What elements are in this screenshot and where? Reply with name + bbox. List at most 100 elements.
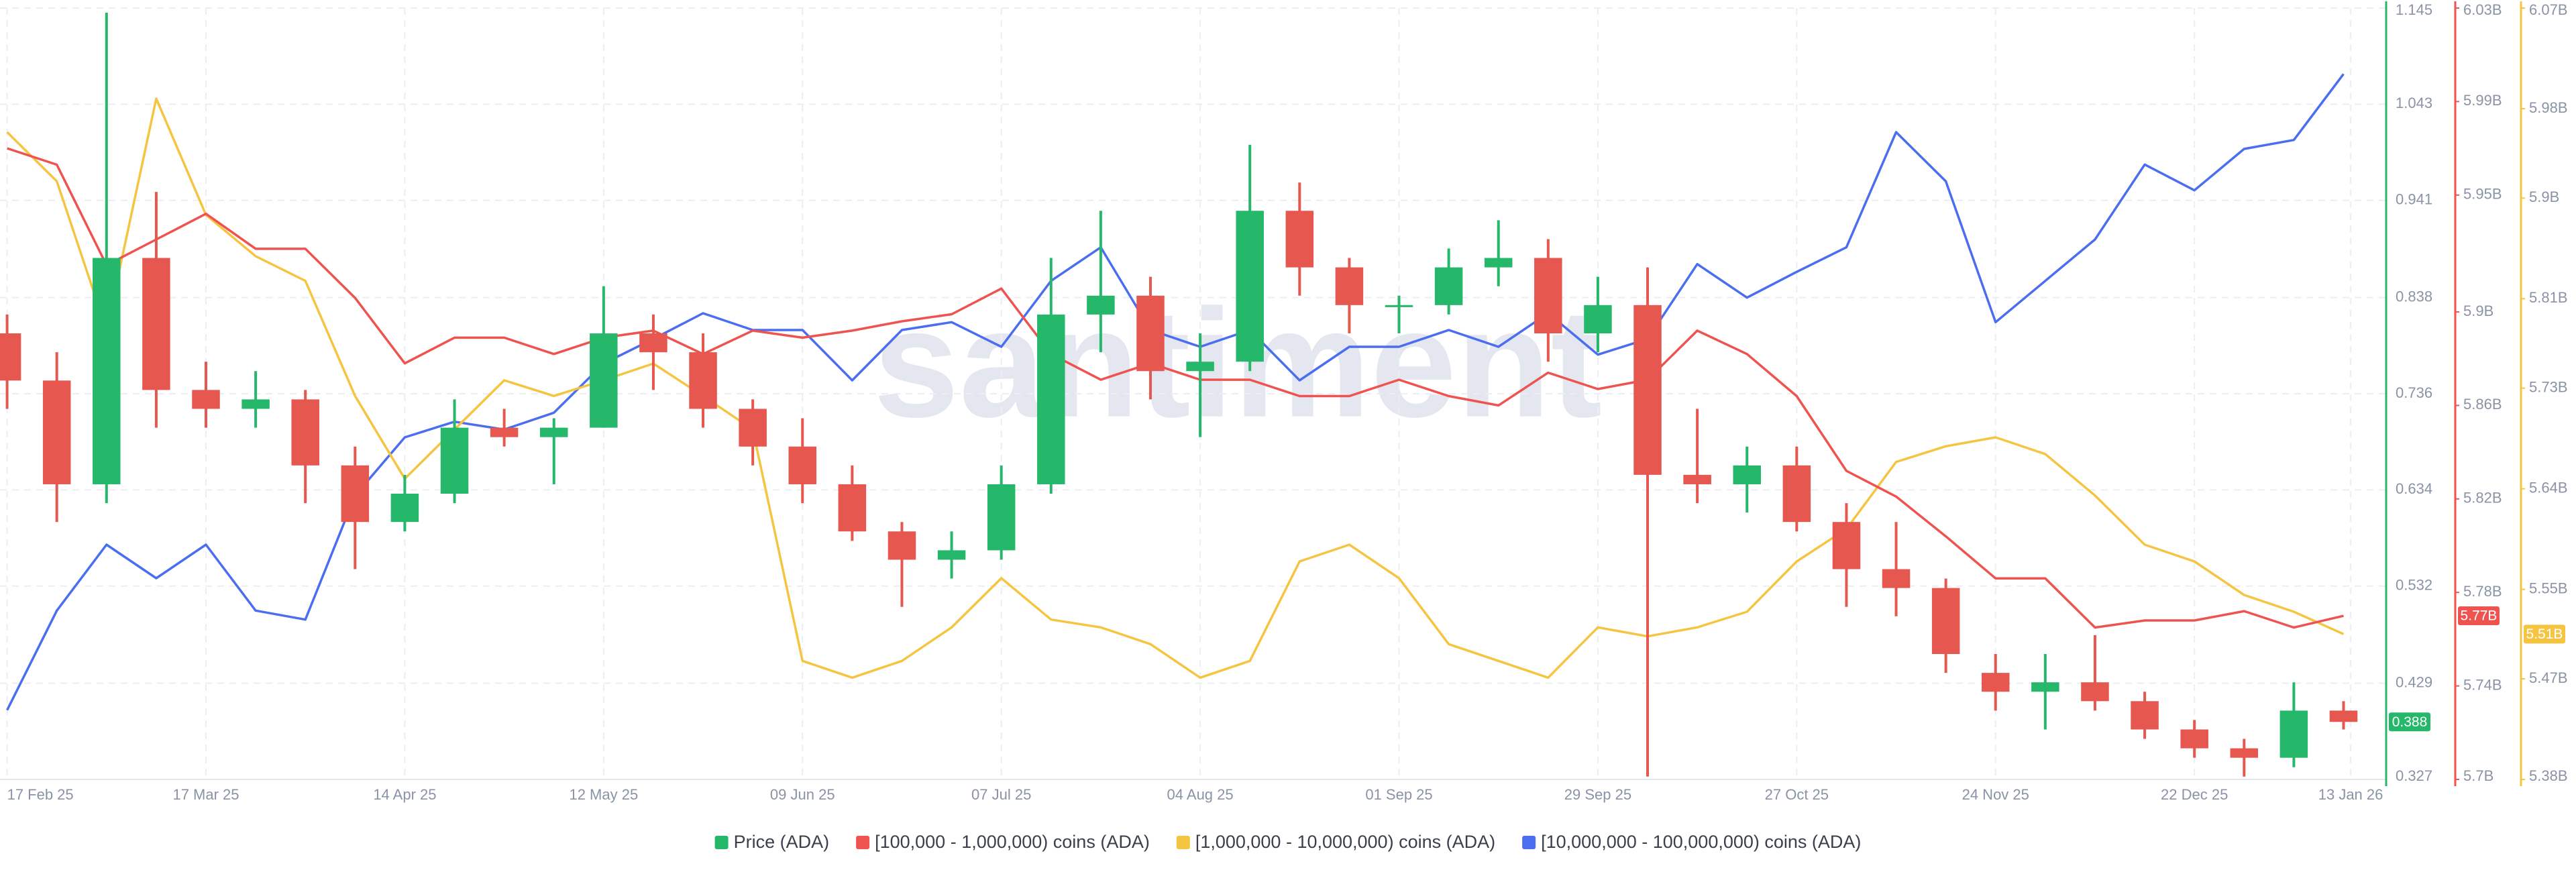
x-tick-label: 17 Mar 25 — [172, 786, 239, 803]
y-tick-label: 5.73B — [2529, 378, 2568, 395]
legend-swatch — [1176, 836, 1190, 849]
candle-body — [1683, 474, 1711, 484]
y-tick-label: 5.7B — [2463, 767, 2493, 784]
value-badge: 5.51B — [2524, 624, 2565, 644]
y-tick-label: 0.429 — [2396, 673, 2432, 690]
candle-body — [1484, 258, 1513, 268]
candle-body — [490, 427, 519, 437]
x-tick-label: 09 Jun 25 — [770, 786, 835, 803]
series-line — [7, 147, 2344, 629]
candle-body — [1931, 588, 1960, 655]
candle-body — [689, 352, 717, 409]
x-tick-label: 12 May 25 — [569, 786, 638, 803]
candle-body — [1335, 267, 1364, 305]
candle-body — [2081, 682, 2109, 702]
x-tick-label: 17 Feb 25 — [7, 786, 74, 803]
y-tick-label: 6.03B — [2463, 1, 2502, 18]
legend-swatch — [1522, 836, 1536, 849]
x-tick-label: 04 Aug 25 — [1167, 786, 1234, 803]
candle-body — [1633, 305, 1662, 475]
y-tick-label: 5.95B — [2463, 186, 2502, 203]
x-tick-label: 22 Dec 25 — [2161, 786, 2228, 803]
badge-label: 5.77B — [2461, 608, 2498, 624]
legend-item: Price (ADA) — [714, 832, 830, 852]
candle-body — [1882, 569, 1911, 588]
candle-body — [2329, 710, 2358, 722]
y-tick-label: 5.98B — [2529, 99, 2568, 116]
y-tick-label: 0.327 — [2396, 767, 2432, 784]
candle-body — [2230, 748, 2259, 758]
y-tick-label: 0.634 — [2396, 480, 2432, 497]
y-tick-label: 0.838 — [2396, 288, 2432, 305]
candle-body — [390, 494, 419, 523]
legend-label: [100,000 - 1,000,000) coins (ADA) — [875, 832, 1150, 852]
candle-body — [2131, 701, 2159, 730]
legend-swatch — [856, 836, 870, 849]
y-tick-label: 5.74B — [2463, 676, 2502, 693]
series-line — [6, 97, 2345, 679]
candle-body — [539, 427, 568, 437]
candle-body — [788, 446, 817, 484]
y-tick-label: 5.47B — [2529, 669, 2568, 686]
candle-body — [241, 399, 270, 409]
y-tick-label: 5.55B — [2529, 580, 2568, 596]
y-tick-label: 5.99B — [2463, 92, 2502, 109]
candle-body — [440, 427, 469, 494]
candle-body — [1385, 305, 1413, 307]
x-tick-label: 07 Jul 25 — [971, 786, 1031, 803]
y-tick-label: 5.78B — [2463, 583, 2502, 600]
candle-body — [2279, 710, 2308, 758]
candle-body — [1434, 267, 1463, 305]
candle-body — [1236, 211, 1264, 362]
candle-body — [142, 258, 170, 390]
candle-body — [291, 399, 319, 466]
y-tick-label: 5.9B — [2463, 303, 2493, 319]
candle-body — [937, 550, 966, 560]
y-tick-label: 6.07B — [2529, 1, 2568, 18]
candle-body — [1534, 258, 1562, 334]
candle-body — [1733, 465, 1761, 484]
y-tick-label: 1.043 — [2396, 95, 2432, 111]
candle-body — [0, 333, 21, 381]
candle-body — [192, 390, 220, 409]
legend-item: [10,000,000 - 100,000,000) coins (ADA) — [1522, 832, 1861, 852]
candle-body — [1136, 295, 1165, 372]
legend-swatch — [714, 836, 729, 849]
value-badge: 0.388 — [2389, 712, 2430, 732]
y-tick-label: 1.145 — [2396, 1, 2432, 18]
x-tick-label: 29 Sep 25 — [1564, 786, 1631, 803]
candle-body — [1832, 522, 1861, 569]
badge-box — [2458, 606, 2500, 626]
series-line — [6, 73, 2345, 711]
candle-body — [590, 333, 618, 428]
candle-body — [1285, 211, 1314, 268]
x-tick-label: 13 Jan 26 — [2318, 786, 2383, 803]
candle-body — [2180, 729, 2208, 749]
legend-label: Price (ADA) — [734, 832, 830, 852]
candle-body — [1037, 314, 1065, 484]
y-tick-label: 5.81B — [2529, 289, 2568, 306]
y-tick-label: 5.82B — [2463, 490, 2502, 506]
candle-body — [93, 258, 121, 484]
candle-body — [1087, 295, 1115, 315]
candle-body — [888, 531, 916, 560]
badge-box — [2524, 624, 2565, 644]
candle-body — [838, 484, 867, 532]
candle-body — [1584, 305, 1612, 334]
candle-body — [42, 380, 71, 484]
badge-label: 0.388 — [2392, 714, 2428, 730]
legend-item: [1,000,000 - 10,000,000) coins (ADA) — [1176, 832, 1495, 852]
y-tick-label: 5.64B — [2529, 479, 2568, 496]
x-tick-label: 01 Sep 25 — [1365, 786, 1432, 803]
candle-body — [639, 333, 667, 353]
candle-body — [739, 408, 767, 447]
legend-item: [100,000 - 1,000,000) coins (ADA) — [856, 832, 1150, 852]
legend-label: [10,000,000 - 100,000,000) coins (ADA) — [1541, 832, 1861, 852]
badge-label: 5.51B — [2526, 626, 2563, 642]
y-tick-label: 0.532 — [2396, 577, 2432, 594]
y-tick-label: 5.9B — [2529, 188, 2559, 205]
legend-label: [1,000,000 - 10,000,000) coins (ADA) — [1195, 832, 1495, 852]
x-tick-label: 27 Oct 25 — [1765, 786, 1829, 803]
value-badge: 5.77B — [2458, 606, 2500, 626]
